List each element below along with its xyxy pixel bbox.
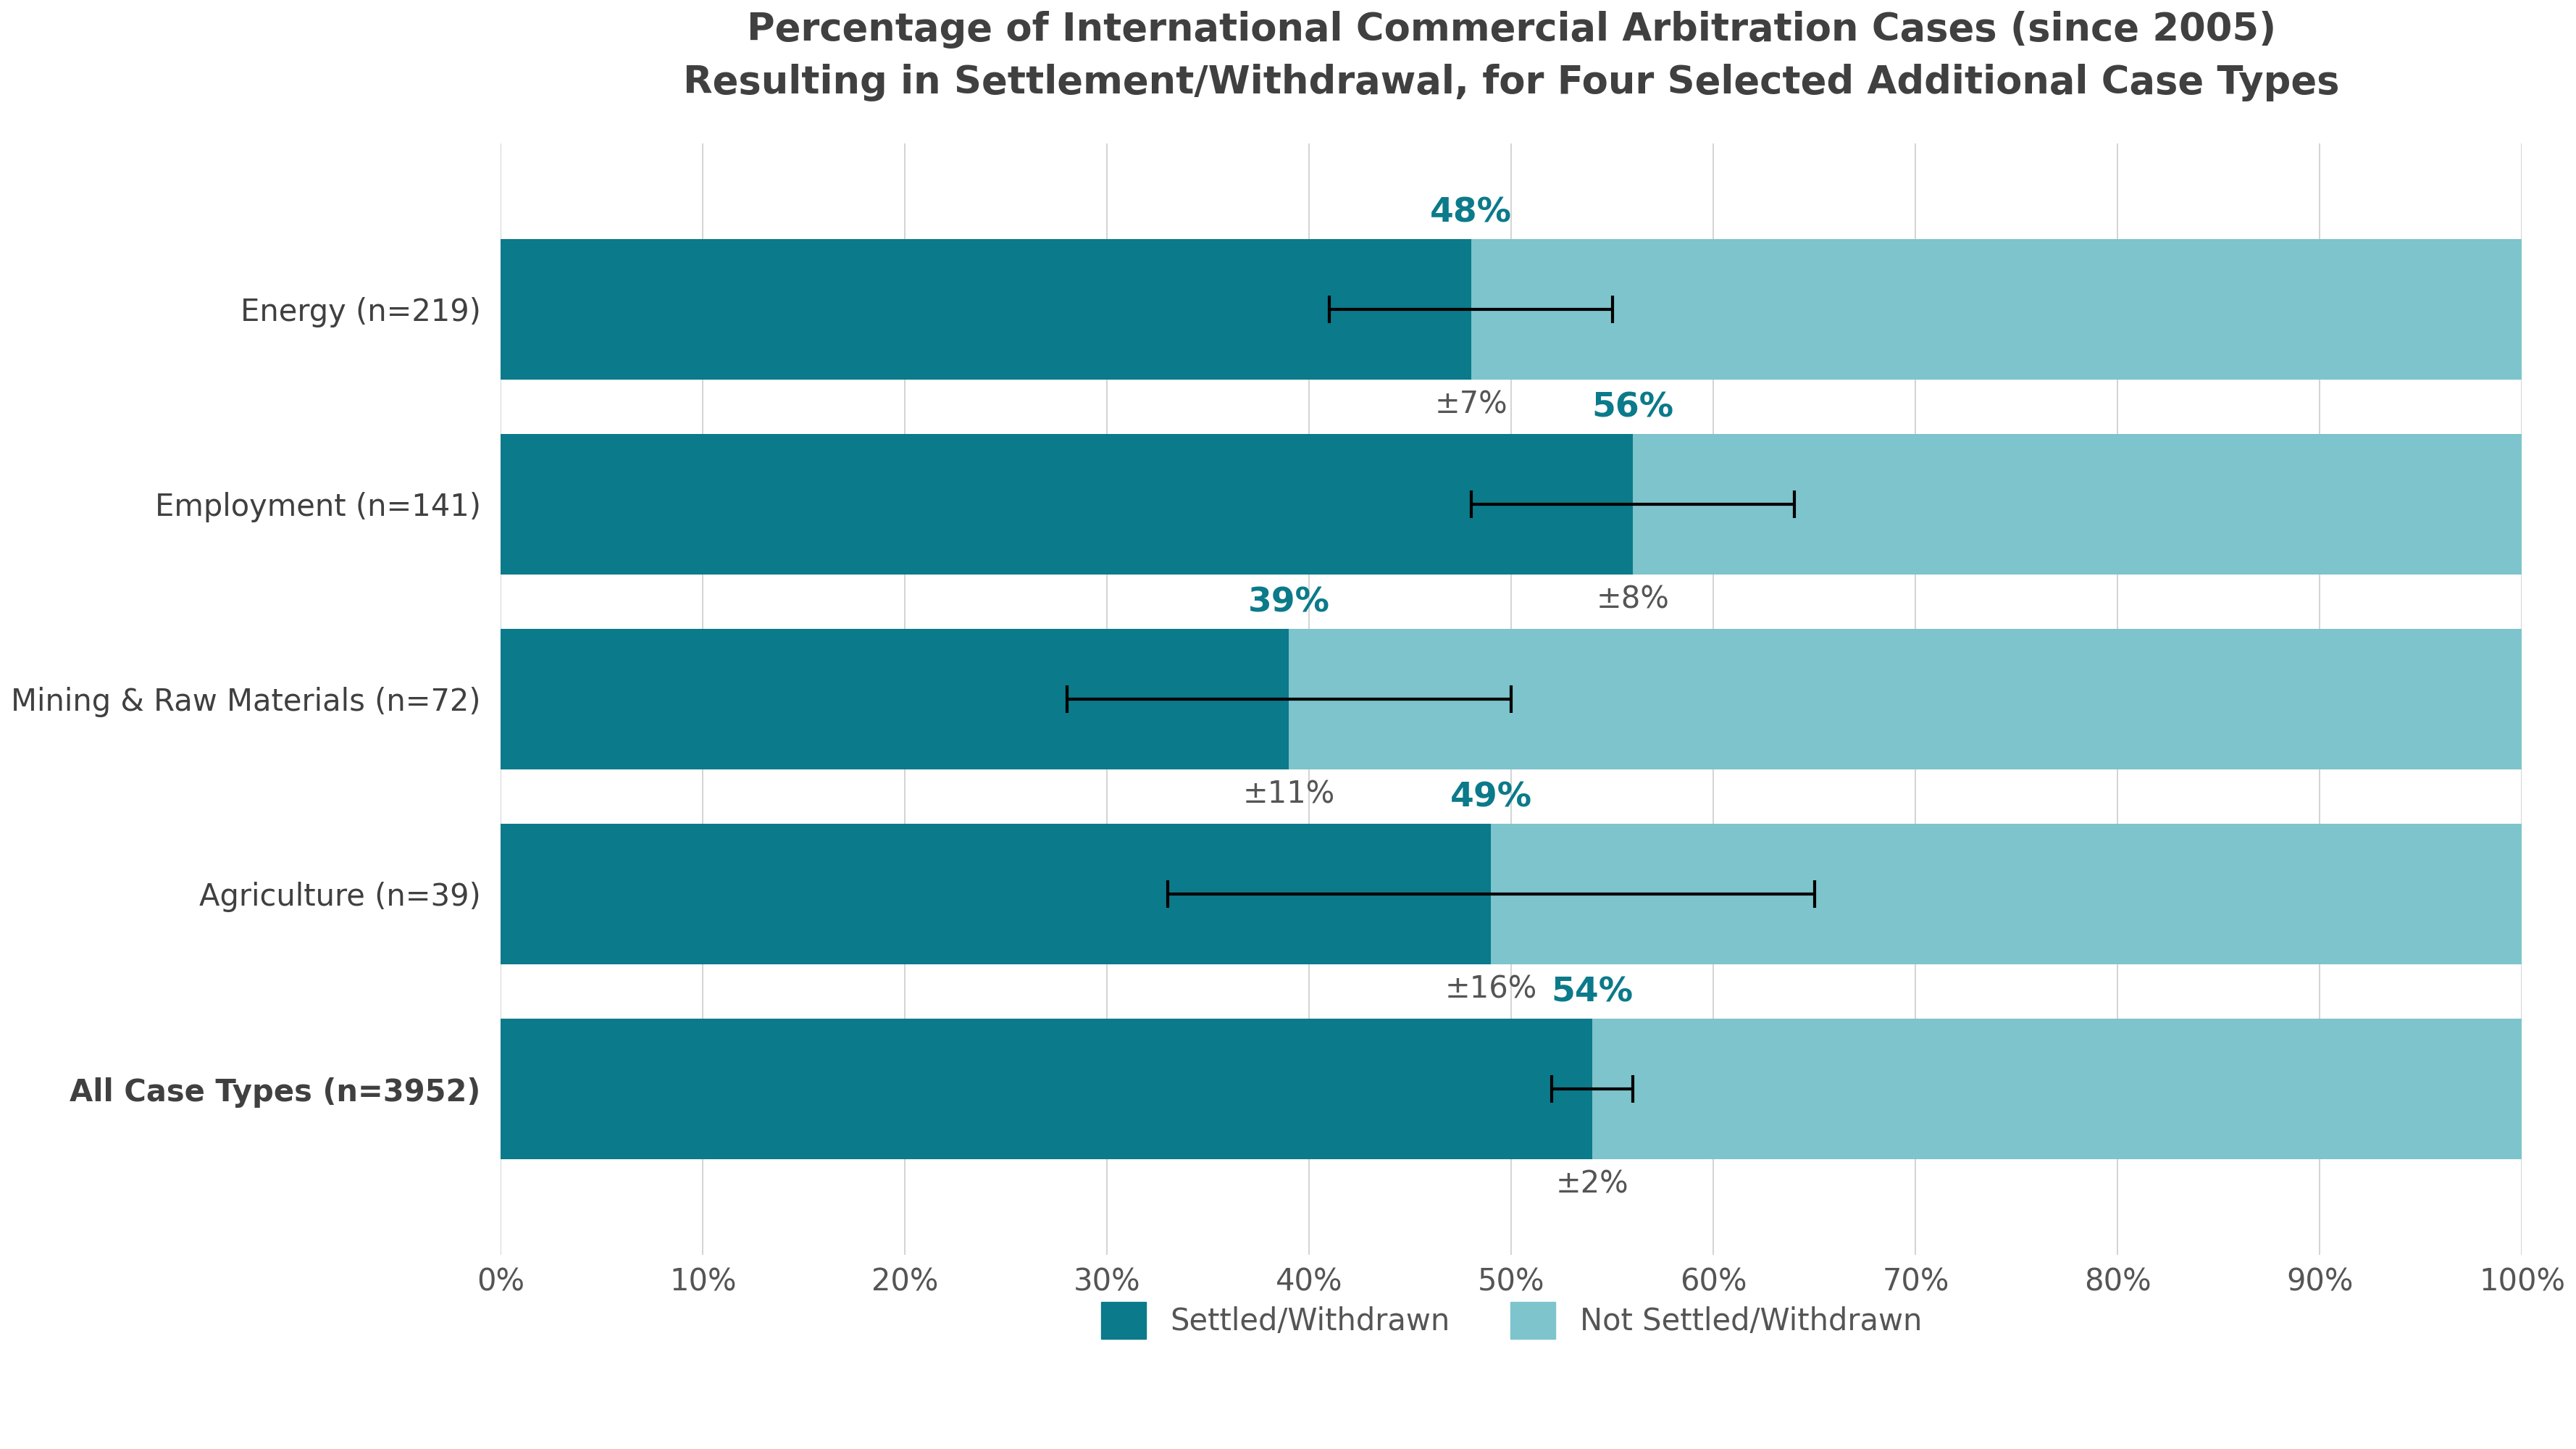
- Text: 54%: 54%: [1551, 977, 1633, 1009]
- Bar: [1492, 824, 2522, 964]
- Bar: [500, 1019, 1592, 1159]
- Text: 56%: 56%: [1592, 391, 1674, 425]
- Text: ±16%: ±16%: [1445, 974, 1538, 1004]
- Text: 39%: 39%: [1249, 587, 1329, 619]
- Bar: [1288, 629, 2522, 769]
- Text: ±11%: ±11%: [1244, 780, 1334, 810]
- Bar: [1633, 433, 2522, 574]
- Bar: [500, 239, 1471, 380]
- Bar: [500, 824, 1492, 964]
- Text: 48%: 48%: [1430, 197, 1512, 229]
- Bar: [500, 629, 1288, 769]
- Text: ±8%: ±8%: [1597, 584, 1669, 614]
- Title: Percentage of International Commercial Arbitration Cases (since 2005)
Resulting : Percentage of International Commercial A…: [683, 12, 2339, 101]
- Bar: [1471, 239, 2522, 380]
- Text: ±2%: ±2%: [1556, 1169, 1628, 1200]
- Bar: [500, 433, 1633, 574]
- Text: 49%: 49%: [1450, 781, 1533, 814]
- Bar: [1592, 1019, 2522, 1159]
- Text: ±7%: ±7%: [1435, 390, 1507, 420]
- Legend: Settled/Withdrawn, Not Settled/Withdrawn: Settled/Withdrawn, Not Settled/Withdrawn: [1090, 1290, 1935, 1350]
